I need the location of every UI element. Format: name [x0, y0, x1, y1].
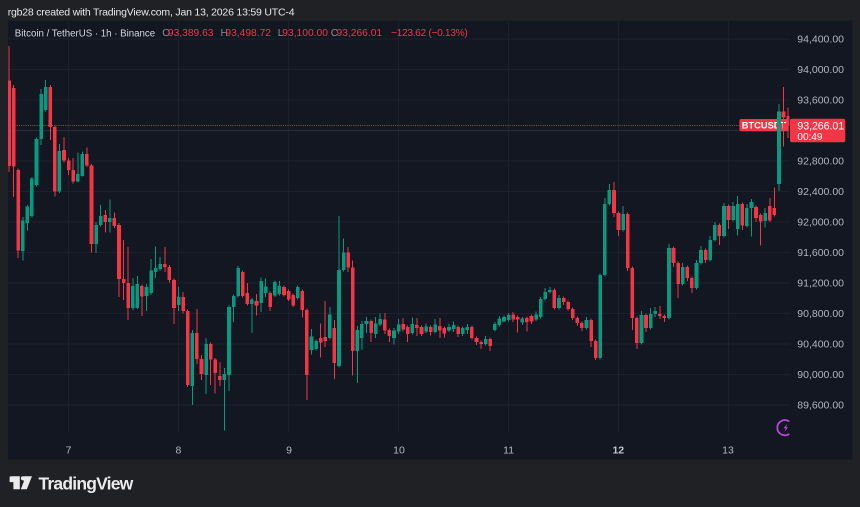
svg-text:11: 11 — [503, 445, 514, 457]
svg-text:H: H — [221, 28, 228, 39]
svg-text:7: 7 — [66, 445, 72, 457]
svg-text:13: 13 — [722, 445, 734, 457]
svg-text:94,000.00: 94,000.00 — [797, 64, 844, 76]
svg-text:91,600.00: 91,600.00 — [797, 247, 844, 259]
svg-text:TradingView: TradingView — [39, 474, 134, 494]
svg-text:−123.62 (−0.13%): −123.62 (−0.13%) — [391, 28, 467, 39]
svg-text:L: L — [278, 28, 284, 39]
svg-text:Bitcoin / TetherUS · 1h · Bina: Bitcoin / TetherUS · 1h · Binance — [15, 28, 155, 39]
svg-text:BTCUSDT: BTCUSDT — [742, 120, 787, 130]
svg-text:90,400.00: 90,400.00 — [797, 339, 844, 351]
svg-text:93,600.00: 93,600.00 — [797, 95, 844, 107]
svg-text:93,389.63: 93,389.63 — [168, 28, 214, 39]
svg-text:rgb28 created with TradingView: rgb28 created with TradingView.com, Jan … — [8, 6, 295, 18]
svg-text:92,000.00: 92,000.00 — [797, 217, 844, 229]
svg-text:91,200.00: 91,200.00 — [797, 278, 844, 290]
svg-text:92,800.00: 92,800.00 — [797, 156, 844, 168]
svg-text:90,800.00: 90,800.00 — [797, 308, 844, 320]
svg-text:12: 12 — [612, 445, 624, 457]
svg-text:90,000.00: 90,000.00 — [797, 369, 844, 381]
svg-text:92,400.00: 92,400.00 — [797, 186, 844, 198]
svg-text:8: 8 — [175, 445, 181, 457]
svg-text:89,600.00: 89,600.00 — [797, 400, 844, 412]
svg-text:93,498.72: 93,498.72 — [225, 28, 271, 39]
svg-text:O: O — [162, 28, 170, 39]
svg-text:93,266.01: 93,266.01 — [797, 121, 844, 133]
svg-text:C: C — [331, 28, 339, 39]
svg-text:93,266.01: 93,266.01 — [337, 28, 383, 39]
svg-text:00:49: 00:49 — [797, 132, 822, 143]
svg-text:10: 10 — [393, 445, 405, 457]
svg-text:9: 9 — [286, 445, 292, 457]
svg-text:94,400.00: 94,400.00 — [797, 34, 844, 46]
svg-text:93,100.00: 93,100.00 — [282, 28, 328, 39]
